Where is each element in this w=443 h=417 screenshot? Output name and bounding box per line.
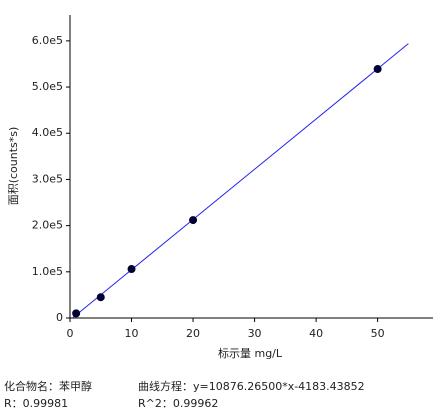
- r2-value: R^2：0.99962: [138, 397, 218, 410]
- data-point: [373, 65, 382, 74]
- x-tick-label: 10: [125, 327, 139, 340]
- x-axis-label: 标示量 mg/L: [218, 346, 283, 360]
- y-tick-label: 6.0e5: [32, 34, 63, 47]
- data-point: [72, 309, 81, 318]
- data-point: [96, 293, 105, 302]
- r-value: R：0.99981: [4, 397, 68, 410]
- data-point: [189, 216, 198, 225]
- x-tick-label: 40: [309, 327, 323, 340]
- equation: 曲线方程：y=10876.26500*x-4183.43852: [138, 379, 365, 393]
- x-tick-label: 50: [371, 327, 385, 340]
- compound-name: 化合物名：苯甲醇: [4, 379, 92, 393]
- y-tick-label: 0: [56, 311, 63, 324]
- x-tick-label: 20: [186, 327, 200, 340]
- data-point: [127, 265, 136, 274]
- y-tick-label: 2.0e5: [32, 219, 63, 232]
- y-tick-label: 3.0e5: [32, 172, 63, 185]
- x-tick-label: 30: [248, 327, 262, 340]
- y-tick-label: 4.0e5: [32, 126, 63, 139]
- x-tick-label: 0: [67, 327, 74, 340]
- y-tick-label: 5.0e5: [32, 80, 63, 93]
- fit-line: [72, 43, 409, 319]
- y-tick-label: 1.0e5: [32, 265, 63, 278]
- y-axis-label: 面积(counts*s): [7, 127, 20, 206]
